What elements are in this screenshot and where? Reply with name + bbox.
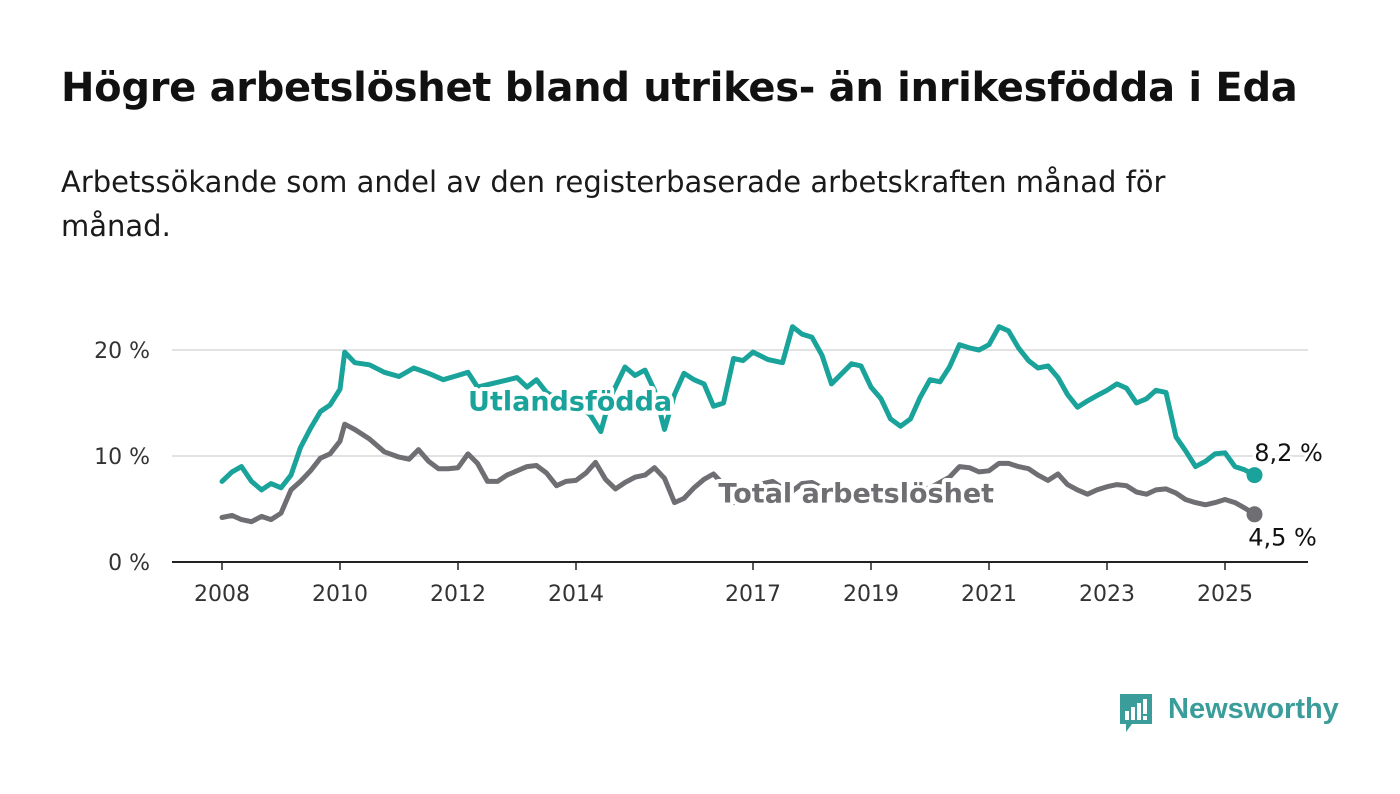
chart-subtitle: Arbetssökande som andel av den registerb… (61, 165, 1166, 243)
series-annotation-utlandsfodda: Utlandsfödda (468, 386, 672, 417)
end-label-total: 4,5 % (1248, 523, 1317, 551)
x-tick-label: 2008 (194, 582, 250, 607)
x-tick-label: 2025 (1197, 582, 1253, 607)
x-tick-label: 2012 (430, 582, 486, 607)
bar-chart-speech-bubble-icon (1120, 694, 1152, 732)
y-tick-label: 10 % (94, 445, 150, 470)
series-annotation-halo: Utlandsfödda (468, 386, 672, 417)
end-point-total (1246, 506, 1263, 523)
brand-name: Newsworthy (1168, 693, 1339, 725)
axes: 0 % 10 % 20 % 2008 2010 2012 2014 2017 2019 2021 2… (94, 339, 1308, 607)
x-tick-label: 2023 (1079, 582, 1135, 607)
series-lines (219, 324, 1263, 525)
series-annotation-halo: Total arbetslöshet (718, 479, 994, 510)
x-tick-label: 2021 (961, 582, 1017, 607)
newsworthy-logo: Newsworthy (1118, 690, 1358, 734)
x-tick-label: 2019 (843, 582, 899, 607)
end-label-utlandsfodda: 8,2 % (1254, 439, 1323, 467)
end-label-halo: 8,2 % (1254, 439, 1323, 467)
end-point-utlandsfodda (1246, 467, 1263, 484)
x-tick-label: 2017 (725, 582, 781, 607)
end-label-halo: 4,5 % (1248, 523, 1317, 551)
chart-title: Högre arbetslöshet bland utrikes- än inr… (61, 65, 1298, 111)
series-line-total (219, 421, 1257, 525)
y-tick-label: 20 % (94, 339, 150, 364)
y-tick-label: 0 % (108, 551, 150, 576)
x-tick-label: 2014 (548, 582, 604, 607)
series-annotation-total: Total arbetslöshet (718, 479, 994, 510)
series-line-utlandsfodda (219, 324, 1257, 493)
gridlines (172, 349, 1308, 457)
x-tick-label: 2010 (312, 582, 368, 607)
